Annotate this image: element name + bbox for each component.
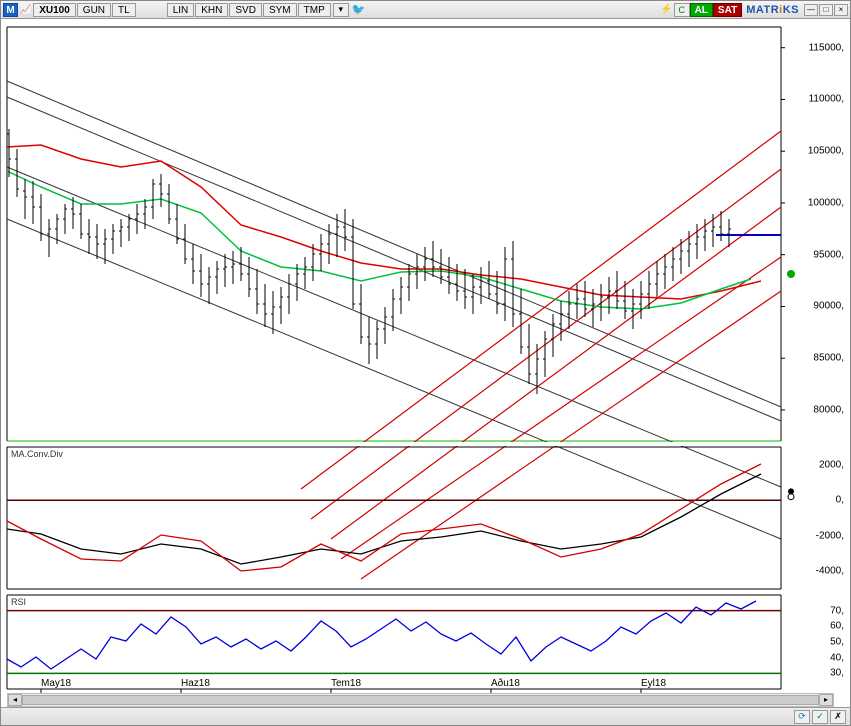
refresh-icon[interactable]: C (674, 3, 690, 17)
yaxis-tick-label: 80000, (813, 404, 844, 415)
currency-selector[interactable]: TL (112, 3, 136, 17)
status-refresh-icon[interactable]: ⟳ (794, 710, 810, 724)
scrollbar-thumb[interactable] (22, 695, 819, 705)
btn-lin[interactable]: LIN (167, 3, 195, 17)
yaxis-tick-label: 115000, (809, 42, 844, 53)
minimize-button[interactable]: — (804, 4, 818, 16)
sell-button[interactable]: SAT (713, 3, 742, 17)
toolbar: M 📈 XU100 GUN TL LIN KHN SVD SYM TMP ▾ 🐦… (1, 1, 850, 19)
dropdown-icon[interactable]: ▾ (333, 3, 349, 17)
rsi-tick-label: 60, (830, 621, 844, 632)
rsi-tick-label: 70, (830, 605, 844, 616)
yaxis-tick-label: 100000, (808, 197, 844, 208)
horizontal-scrollbar[interactable]: ◂ ▸ (7, 693, 834, 707)
macd-tick-label: -2000, (816, 530, 844, 541)
bolt-icon[interactable]: ⚡ (660, 4, 672, 15)
rsi-tick-label: 40, (830, 652, 844, 663)
xaxis-tick-label: May18 (41, 678, 71, 689)
macd-label: MA.Conv.Div (11, 449, 63, 459)
brand-logo: MATRiKS (746, 4, 799, 16)
chart-icon: 📈 (20, 4, 31, 15)
btn-tmp[interactable]: TMP (298, 3, 331, 17)
status-x-icon[interactable]: ✗ (830, 710, 846, 724)
symbol-selector[interactable]: XU100 (33, 3, 76, 17)
yaxis-tick-label: 105000, (808, 146, 844, 157)
macd-tick-label: -4000, (816, 566, 844, 577)
macd-tick-label: 2000, (819, 459, 844, 470)
btn-khn[interactable]: KHN (195, 3, 228, 17)
xaxis-tick-label: Eyl18 (641, 678, 666, 689)
xaxis-tick-label: Aðu18 (491, 678, 520, 689)
xaxis-tick-label: Haz18 (181, 678, 210, 689)
yaxis-tick-label: 110000, (809, 94, 844, 105)
rsi-label: RSI (11, 597, 26, 607)
chart-area: 80000, 85000, 90000, 95000, 100000, 105000, 11… (1, 19, 850, 707)
btn-svd[interactable]: SVD (229, 3, 262, 17)
chart-svg[interactable] (1, 19, 850, 707)
app-logo: M (3, 3, 18, 17)
period-selector[interactable]: GUN (77, 3, 111, 17)
close-button[interactable]: × (834, 4, 848, 16)
scroll-right-icon[interactable]: ▸ (819, 694, 833, 706)
scroll-left-icon[interactable]: ◂ (8, 694, 22, 706)
xaxis-tick-label: Tem18 (331, 678, 361, 689)
status-check-icon[interactable]: ✓ (812, 710, 828, 724)
buy-button[interactable]: AL (690, 3, 713, 17)
status-bar: ⟳ ✓ ✗ (1, 707, 850, 725)
yaxis-tick-label: 90000, (813, 301, 844, 312)
yaxis-tick-label: 95000, (813, 249, 844, 260)
maximize-button[interactable]: □ (819, 4, 833, 16)
rsi-tick-label: 50, (830, 637, 844, 648)
rsi-tick-label: 30, (830, 668, 844, 679)
btn-sym[interactable]: SYM (263, 3, 297, 17)
twitter-icon[interactable]: 🐦 (352, 3, 366, 16)
macd-tick-label: 0, (836, 495, 844, 506)
yaxis-tick-label: 85000, (813, 353, 844, 364)
